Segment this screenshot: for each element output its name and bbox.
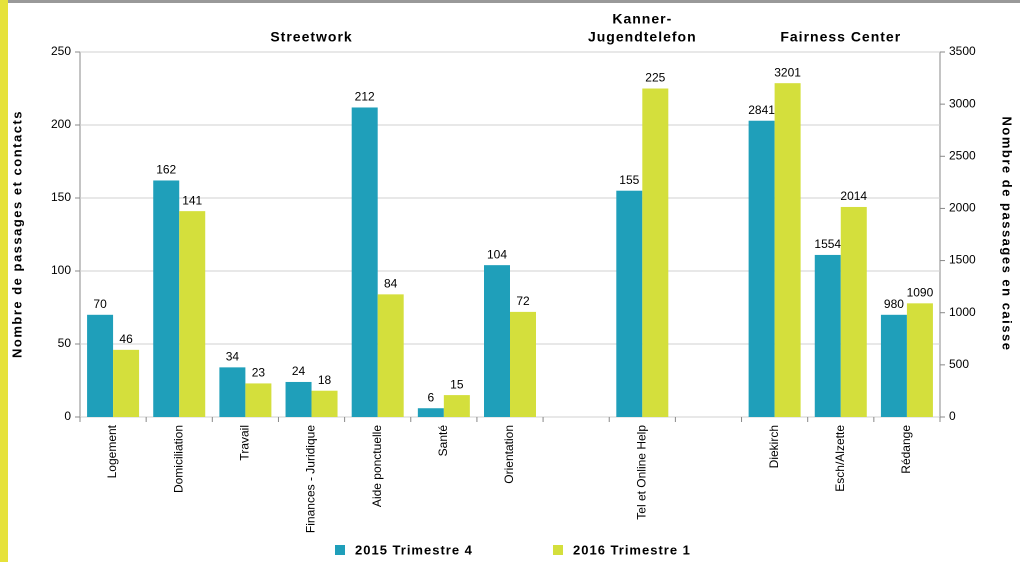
- value-label: 72: [516, 294, 530, 308]
- legend-swatch: [553, 545, 563, 555]
- y-tick-label: 150: [51, 190, 71, 204]
- x-tick-label: Aide ponctuelle: [370, 425, 384, 507]
- x-tick-label: Rédange: [899, 425, 913, 474]
- value-label: 1090: [907, 286, 934, 300]
- x-tick-label: Domiciliation: [171, 425, 185, 493]
- bar: [748, 120, 775, 417]
- legend-label: 2016 Trimestre 1: [573, 542, 691, 557]
- bar: [840, 206, 867, 417]
- value-label: 212: [355, 90, 375, 104]
- legend-label: 2015 Trimestre 4: [355, 542, 473, 557]
- value-label: 155: [619, 173, 639, 187]
- y-axis-title: Nombre de passages et contacts: [9, 110, 24, 358]
- bar: [285, 381, 312, 417]
- x-tick-label: Santé: [436, 425, 450, 457]
- y2-axis-title: Nombre de passages en caisse: [1000, 117, 1015, 352]
- y2-tick-label: 3500: [949, 44, 976, 58]
- bar: [351, 107, 378, 417]
- bar: [87, 314, 114, 417]
- bar: [311, 390, 338, 417]
- bar: [113, 349, 140, 417]
- y2-tick-label: 1000: [949, 305, 976, 319]
- y-tick-label: 0: [64, 409, 71, 423]
- y2-tick-label: 1500: [949, 253, 976, 267]
- value-label: 34: [226, 350, 240, 364]
- value-label: 46: [119, 332, 133, 346]
- bar: [774, 83, 801, 417]
- bar: [179, 211, 206, 417]
- value-label: 70: [93, 297, 107, 311]
- bar: [814, 254, 841, 417]
- bar: [510, 311, 536, 417]
- bar: [616, 190, 643, 417]
- value-label: 225: [645, 71, 665, 85]
- y2-tick-label: 2500: [949, 148, 976, 162]
- y-tick-label: 100: [51, 263, 71, 277]
- y-tick-label: 200: [51, 117, 71, 131]
- value-label: 6: [428, 390, 435, 404]
- bar: [443, 395, 470, 417]
- value-label: 18: [318, 373, 332, 387]
- bar: [417, 408, 444, 417]
- bar: [906, 303, 933, 417]
- group-label: Fairness Center: [780, 29, 901, 45]
- value-label: 3201: [774, 65, 801, 79]
- value-label: 1554: [814, 237, 841, 251]
- x-tick-label: Travail: [238, 425, 252, 461]
- x-tick-label: Esch/Alzette: [833, 425, 847, 492]
- bar: [880, 314, 907, 417]
- bar: [245, 383, 272, 417]
- group-label: Streetwork: [270, 29, 352, 45]
- top-border: [0, 0, 1020, 3]
- group-label: Kanner-: [612, 11, 672, 27]
- bar: [484, 265, 510, 417]
- y-tick-label: 250: [51, 44, 71, 58]
- value-label: 104: [487, 247, 507, 261]
- x-tick-label: Logement: [105, 424, 119, 478]
- value-label: 84: [384, 277, 398, 291]
- value-label: 23: [252, 366, 266, 380]
- y2-tick-label: 2000: [949, 201, 976, 215]
- value-label: 2014: [840, 189, 867, 203]
- value-label: 980: [884, 297, 904, 311]
- y-tick-label: 50: [58, 336, 72, 350]
- value-label: 162: [156, 163, 176, 177]
- bar: [219, 367, 246, 417]
- y2-tick-label: 3000: [949, 96, 976, 110]
- value-label: 2841: [748, 103, 775, 117]
- value-label: 141: [182, 193, 202, 207]
- x-tick-label: Orientation: [502, 425, 516, 484]
- side-bar: [0, 0, 8, 562]
- value-label: 15: [450, 377, 464, 391]
- bar: [153, 180, 180, 417]
- x-tick-label: Finances - Juridique: [304, 425, 318, 533]
- group-label: Jugendtelefon: [588, 29, 697, 45]
- x-tick-label: Diekirch: [767, 425, 781, 468]
- legend-swatch: [335, 545, 345, 555]
- y2-tick-label: 500: [949, 357, 969, 371]
- bar: [377, 294, 404, 417]
- bar: [642, 88, 669, 417]
- x-tick-label: Tel et Online Help: [634, 425, 648, 520]
- y2-tick-label: 0: [949, 409, 956, 423]
- value-label: 24: [292, 364, 306, 378]
